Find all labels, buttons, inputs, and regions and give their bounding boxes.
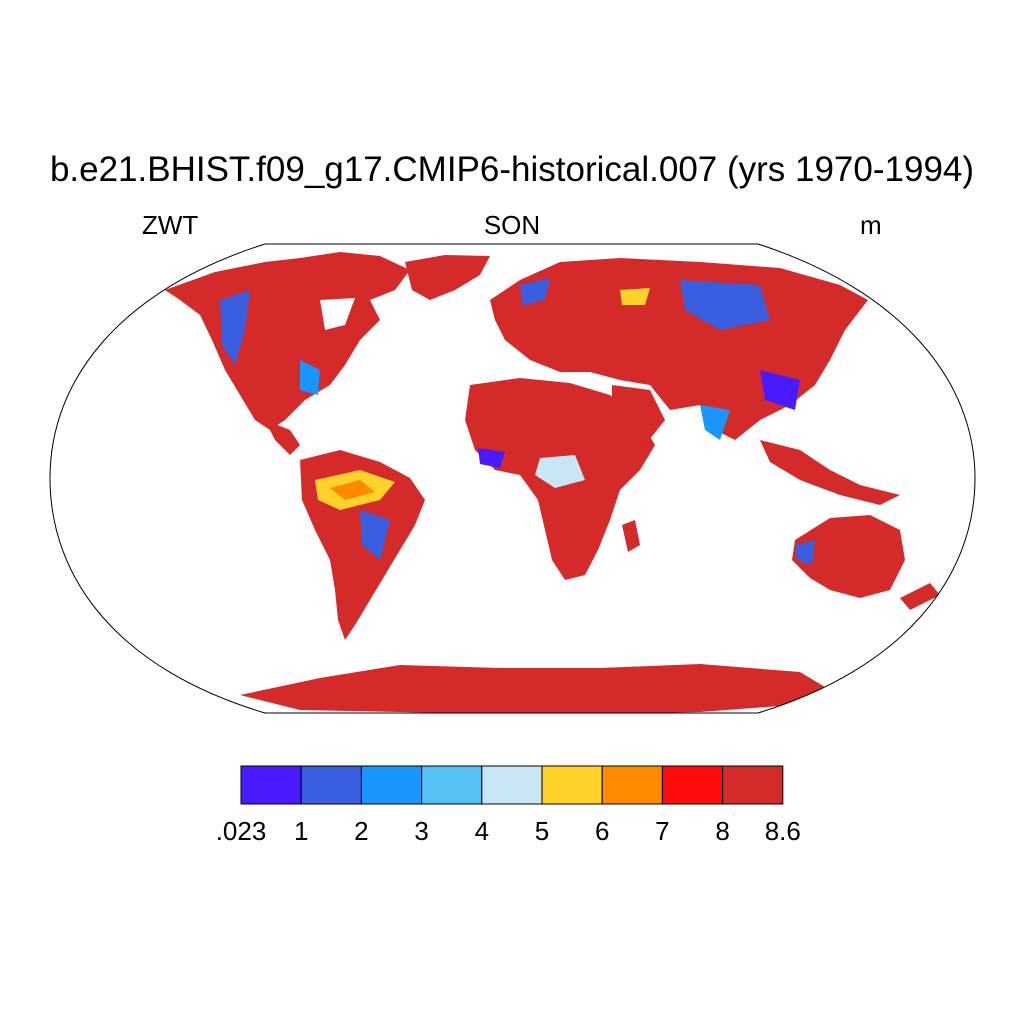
variable-label: ZWT (142, 210, 199, 240)
colorbar-box (661, 765, 724, 805)
colorbar-label: 8.6 (765, 816, 801, 846)
siberia-shallow (680, 280, 770, 330)
east-us-shallow (300, 360, 320, 395)
colorbar-box (360, 765, 423, 805)
antarctica (240, 664, 830, 713)
india-blue (700, 405, 730, 440)
colorbar-label: 8 (715, 816, 729, 846)
colorbar-label: 5 (535, 816, 549, 846)
amazon-core (330, 480, 375, 500)
map-outline (49, 243, 976, 714)
north-europe-blue (520, 278, 550, 305)
north-asia-yellow (620, 288, 650, 305)
land-fields (165, 252, 940, 713)
colorbar-label: 1 (294, 816, 308, 846)
colorbar-box (421, 765, 483, 805)
season-label: SON (483, 210, 541, 240)
central-america (265, 420, 300, 455)
arabia (612, 385, 665, 445)
colorbar-box (722, 765, 784, 805)
colorbar-label: 3 (414, 816, 428, 846)
australia-east-blue (795, 540, 815, 565)
colorbar-box (300, 765, 362, 805)
units-label: m (860, 210, 882, 240)
plot-title: b.e21.BHIST.f09_g17.CMIP6-historical.007… (49, 150, 975, 189)
colorbar-box (240, 765, 302, 805)
north-america-shallow (220, 290, 250, 365)
colorbar-label: 7 (655, 816, 669, 846)
hudson-bay-region (320, 298, 355, 330)
australia (792, 515, 905, 598)
colorbar-box (481, 765, 543, 805)
colorbar-box (601, 765, 663, 805)
colorbar-box (541, 765, 603, 805)
colorbar-label: 6 (595, 816, 609, 846)
congo-shallow (535, 455, 585, 488)
colorbar-label: 4 (475, 816, 489, 846)
maritime-asia (760, 440, 900, 505)
colorbar-label: .023 (216, 816, 267, 846)
east-asia-blue (760, 370, 800, 410)
colorbar-label: 2 (354, 816, 368, 846)
south-america-blue (360, 510, 390, 560)
sahel-blue (478, 448, 505, 468)
greenland (405, 255, 490, 300)
new-zealand (900, 583, 940, 610)
north-america (165, 252, 410, 430)
madagascar (622, 520, 640, 552)
